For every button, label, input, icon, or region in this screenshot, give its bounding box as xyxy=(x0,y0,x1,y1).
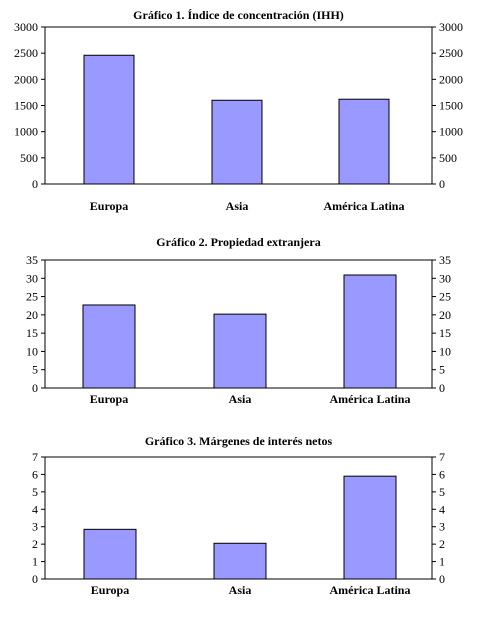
chart-2-ytick-label-left: 0 xyxy=(32,381,38,395)
chart-2-category-label-2: Asia xyxy=(229,392,252,406)
chart-1-category-label-3: América Latina xyxy=(324,199,405,213)
chart-3-ytick-label-right: 1 xyxy=(439,555,445,569)
chart-1-bar-3 xyxy=(338,98,390,185)
chart-1-ytick-label-right: 1500 xyxy=(439,99,463,113)
chart-1-bar-2 xyxy=(211,99,263,185)
chart-2-ytick-label-right: 5 xyxy=(439,363,445,377)
chart-2-ytick-label-left: 25 xyxy=(26,290,38,304)
chart-1-ytick-label-left: 500 xyxy=(20,151,38,165)
chart-2-bar-1 xyxy=(82,304,136,389)
chart-3-bar-3 xyxy=(343,475,397,580)
chart-3-bar-1 xyxy=(83,528,137,580)
chart-3-ytick-label-left: 1 xyxy=(32,555,38,569)
chart-2-category-label-1: Europa xyxy=(90,392,128,406)
chart-1-ytick-label-right: 0 xyxy=(439,177,445,191)
chart-1-ytick-label-left: 2500 xyxy=(14,46,38,60)
chart-3-category-label-1: Europa xyxy=(91,583,129,597)
chart-1-ytick-label-left: 2000 xyxy=(14,72,38,86)
chart-3-bar-2 xyxy=(213,542,267,580)
chart-2-ytick-label-left: 5 xyxy=(32,363,38,377)
chart-1-ytick-label-right: 2000 xyxy=(439,72,463,86)
chart-3-ytick-label-right: 0 xyxy=(439,572,445,586)
chart-1-title: Gráfico 1. Índice de concentración (IHH) xyxy=(133,8,344,22)
chart-2-ytick-label-left: 30 xyxy=(26,271,38,285)
chart-3-ytick-label-left: 6 xyxy=(32,467,38,481)
chart-3-ytick-label-left: 0 xyxy=(32,572,38,586)
chart-3-ytick-label-left: 7 xyxy=(32,450,38,464)
chart-3-ytick-label-right: 7 xyxy=(439,450,445,464)
chart-1-category-label-2: Asia xyxy=(226,199,249,213)
chart-3-ytick-label-right: 4 xyxy=(439,502,445,516)
chart-2-ytick-label-right: 15 xyxy=(439,326,451,340)
chart-1-ytick-label-right: 500 xyxy=(439,151,457,165)
chart-2-ytick-label-right: 0 xyxy=(439,381,445,395)
chart-2-ytick-label-right: 35 xyxy=(439,253,451,267)
chart-3-ytick-label-right: 5 xyxy=(439,485,445,499)
chart-3-title: Gráfico 3. Márgenes de interés netos xyxy=(145,434,333,448)
chart-3-category-label-3: América Latina xyxy=(330,583,411,597)
chart-3-ytick-label-left: 2 xyxy=(32,537,38,551)
chart-2-ytick-label-left: 15 xyxy=(26,326,38,340)
chart-2-ytick-label-right: 25 xyxy=(439,290,451,304)
chart-2-category-label-3: América Latina xyxy=(330,392,411,406)
chart-1-ytick-label-left: 3000 xyxy=(14,20,38,34)
chart-1-ytick-label-left: 0 xyxy=(32,177,38,191)
chart-2-ytick-label-right: 10 xyxy=(439,344,451,358)
chart-3-ytick-label-right: 6 xyxy=(439,467,445,481)
chart-2-ytick-label-right: 30 xyxy=(439,271,451,285)
chart-1-ytick-label-right: 3000 xyxy=(439,20,463,34)
chart-1-ytick-label-right: 1000 xyxy=(439,125,463,139)
chart-2-title: Gráfico 2. Propiedad extranjera xyxy=(156,235,320,249)
chart-3-ytick-label-left: 4 xyxy=(32,502,38,516)
chart-2-ytick-label-left: 20 xyxy=(26,308,38,322)
chart-1-category-label-1: Europa xyxy=(90,199,128,213)
chart-3-category-label-2: Asia xyxy=(229,583,252,597)
chart-1-ytick-label-right: 2500 xyxy=(439,46,463,60)
chart-2-bar-3 xyxy=(343,274,397,389)
chart-2-bar-2 xyxy=(213,313,267,389)
chart-1-ytick-label-left: 1000 xyxy=(14,125,38,139)
chart-2-ytick-label-left: 10 xyxy=(26,344,38,358)
chart-1-ytick-label-left: 1500 xyxy=(14,99,38,113)
chart-3-ytick-label-left: 3 xyxy=(32,520,38,534)
chart-2-ytick-label-left: 35 xyxy=(26,253,38,267)
chart-3-ytick-label-right: 3 xyxy=(439,520,445,534)
chart-1-bar-1 xyxy=(83,54,135,185)
chart-3-ytick-label-right: 2 xyxy=(439,537,445,551)
chart-2-ytick-label-right: 20 xyxy=(439,308,451,322)
chart-3-ytick-label-left: 5 xyxy=(32,485,38,499)
